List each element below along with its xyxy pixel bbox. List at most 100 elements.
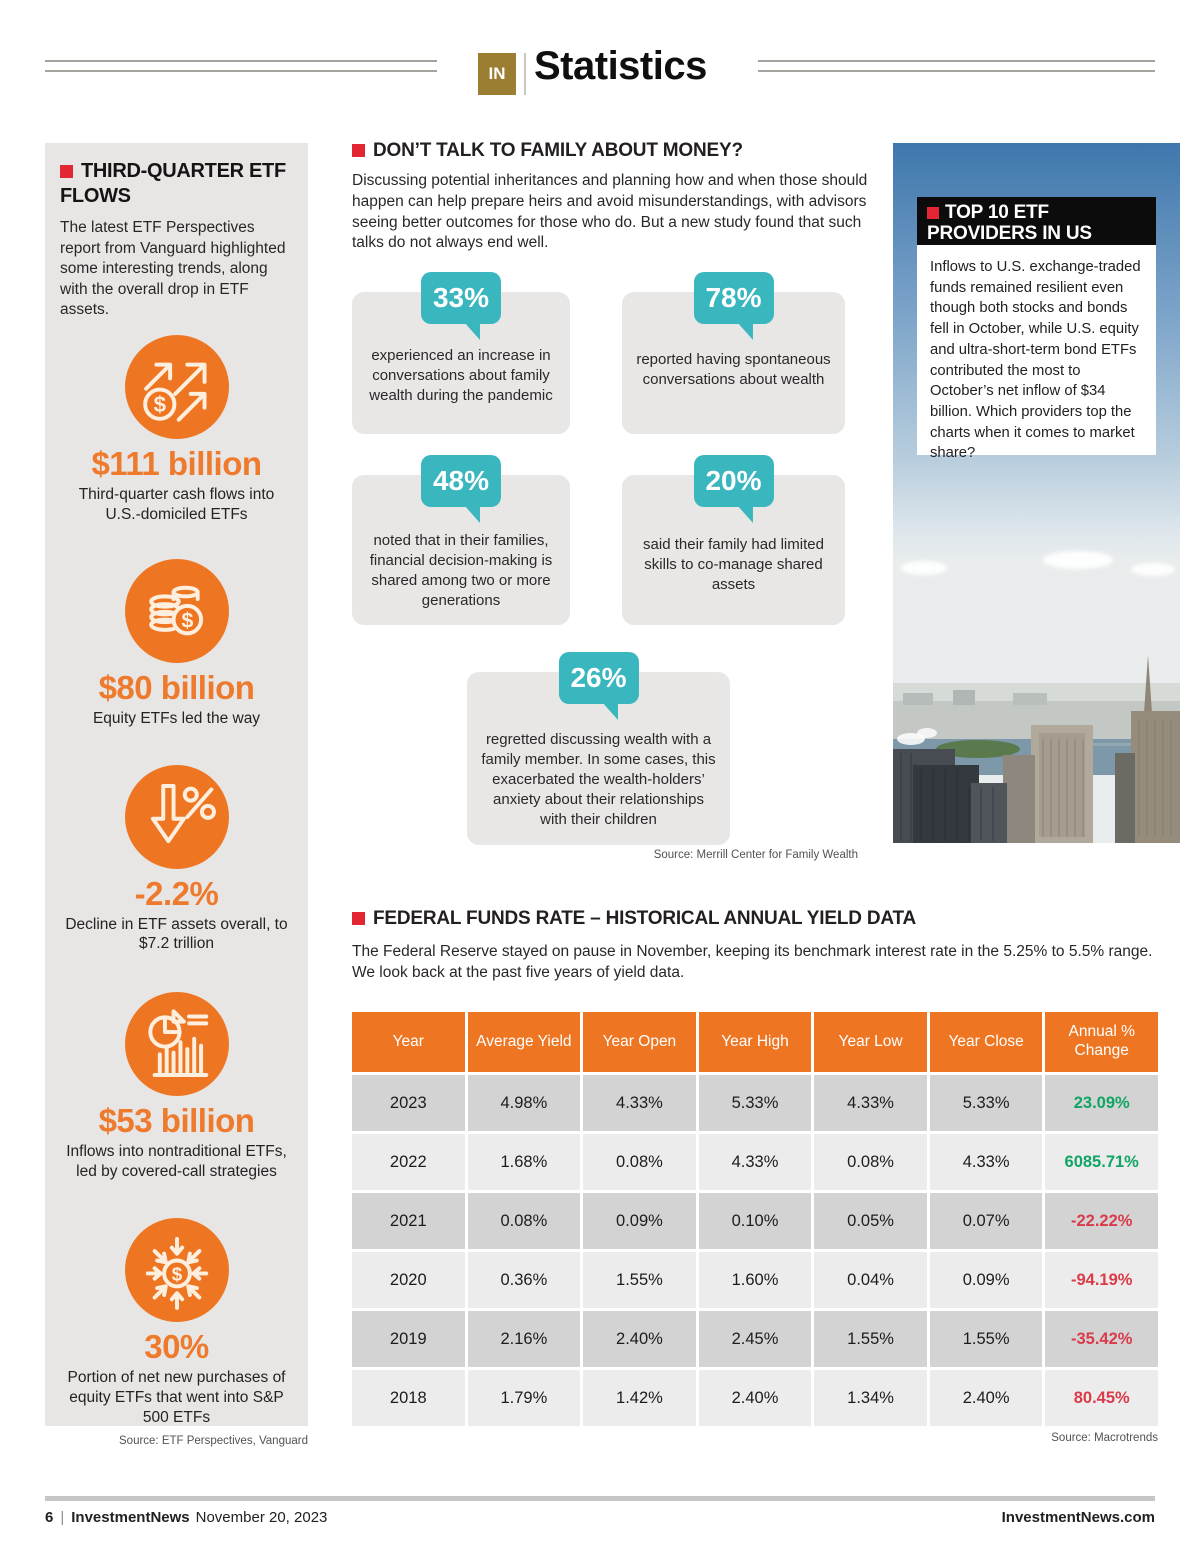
stat-block: $ $111 billion Third-quarter cash flows … <box>60 335 293 525</box>
red-square-icon <box>352 912 365 925</box>
callout-text: noted that in their families, financial … <box>369 532 553 610</box>
speech-bubble: 26% <box>558 652 639 720</box>
yield-table: Year Average Yield Year Open Year High Y… <box>352 1012 1158 1426</box>
stat-block: $53 billion Inflows into nontraditional … <box>60 992 293 1182</box>
stat-value: -2.2% <box>134 874 219 912</box>
table-cell: 4.33% <box>583 1075 696 1131</box>
table-cell: 1.55% <box>814 1311 927 1367</box>
red-square-icon <box>60 165 73 178</box>
speech-bubble: 33% <box>420 272 502 340</box>
red-square-icon <box>352 144 365 157</box>
table-cell: 2.40% <box>583 1311 696 1367</box>
table-cell: 0.36% <box>467 1252 581 1308</box>
family-money-title: DON’T TALK TO FAMILY ABOUT MONEY? <box>352 140 743 162</box>
sidebar-source: Source: ETF Perspectives, Vanguard <box>119 1435 308 1447</box>
top-providers-header: TOP 10 ETF PROVIDERS IN US <box>917 197 1156 252</box>
callout-text: experienced an increase in conversations… <box>369 347 553 405</box>
family-money-intro: Discussing potential inheritances and pl… <box>352 172 868 252</box>
fed-funds-title: FEDERAL FUNDS RATE – HISTORICAL ANNUAL Y… <box>352 908 916 930</box>
badge-divider <box>524 53 526 95</box>
footer-divider <box>45 1496 1155 1501</box>
table-cell: 2021 <box>352 1193 465 1249</box>
stat-caption: Portion of net new purchases of equity E… <box>67 1368 286 1426</box>
table-cell: 1.55% <box>929 1311 1043 1367</box>
callout-text: said their family had limited skills to … <box>643 536 824 594</box>
column-header: Annual % Change <box>1045 1012 1158 1072</box>
cloud <box>1043 551 1113 569</box>
table-cell: 1.42% <box>583 1370 696 1426</box>
fed-funds-intro: The Federal Reserve stayed on pause in N… <box>352 943 1153 981</box>
table-cell: 0.04% <box>814 1252 927 1308</box>
callout-text: reported having spontaneous conversation… <box>636 351 831 389</box>
svg-text:$: $ <box>171 1264 182 1285</box>
red-square-icon <box>927 207 939 219</box>
stat-block: $ 30% Portion of net new purchases of eq… <box>60 1217 293 1427</box>
table-cell: 5.33% <box>929 1075 1043 1131</box>
table-cell: 2.40% <box>698 1370 812 1426</box>
table-cell-annual-change: -94.19% <box>1045 1252 1158 1308</box>
table-cell: 1.68% <box>467 1134 581 1190</box>
stat-caption: Inflows into nontraditional ETFs, led by… <box>66 1143 287 1181</box>
table-cell: 0.10% <box>698 1193 812 1249</box>
stat-caption: Equity ETFs led the way <box>92 709 261 727</box>
table-cell-annual-change: 80.45% <box>1045 1370 1158 1426</box>
stat-block: $ $80 billion Equity ETFs led the way <box>60 558 293 729</box>
website-link[interactable]: InvestmentNews.com <box>1001 1509 1155 1526</box>
pie-bar-chart-icon <box>124 992 229 1097</box>
top-providers-body: Inflows to U.S. exchange-traded funds re… <box>917 245 1156 461</box>
table-cell: 2020 <box>352 1252 465 1308</box>
table-cell: 1.55% <box>583 1252 696 1308</box>
table-cell: 2023 <box>352 1075 465 1131</box>
table-cell: 0.08% <box>583 1134 696 1190</box>
table-cell: 4.33% <box>929 1134 1043 1190</box>
table-cell: 1.60% <box>698 1252 812 1308</box>
stat-value: $53 billion <box>98 1102 255 1140</box>
page-title: Statistics <box>534 44 707 88</box>
decline-percent-icon <box>124 764 229 869</box>
etf-flows-intro: The latest ETF Perspectives report from … <box>60 219 286 319</box>
stat-caption: Decline in ETF assets overall, to $7.2 t… <box>65 915 288 953</box>
footer-left: 6 | InvestmentNews November 20, 2023 <box>45 1509 327 1526</box>
speech-bubble: 20% <box>693 455 774 523</box>
column-header: Year Open <box>583 1012 696 1072</box>
header-rule-right <box>758 60 1155 72</box>
page-number: 6 <box>45 1509 54 1526</box>
stat-block: -2.2% Decline in ETF assets overall, to … <box>60 764 293 955</box>
callout-20pct: 20% said their family had limited skills… <box>622 455 845 625</box>
top-providers-title-line2: PROVIDERS IN US <box>927 223 1092 245</box>
in-logo-badge: IN <box>478 53 516 95</box>
callout-78pct: 78% reported having spontaneous conversa… <box>622 272 845 434</box>
table-cell: 2.40% <box>929 1370 1043 1426</box>
stat-value: $80 billion <box>98 668 255 706</box>
table-cell: 4.98% <box>467 1075 581 1131</box>
table-cell: 4.33% <box>814 1075 927 1131</box>
fed-funds-source: Source: Macrotrends <box>1051 1432 1158 1444</box>
etf-flows-title: THIRD-QUARTER ETF FLOWS <box>60 160 286 207</box>
table-cell: 0.08% <box>814 1134 927 1190</box>
family-money-source: Source: Merrill Center for Family Wealth <box>653 849 858 861</box>
svg-text:$: $ <box>153 392 166 417</box>
etf-flows-panel: THIRD-QUARTER ETF FLOWS The latest ETF P… <box>45 143 308 1426</box>
table-cell: 2019 <box>352 1311 465 1367</box>
callout-33pct: 33% experienced an increase in conversat… <box>352 272 570 434</box>
table-cell-annual-change: 23.09% <box>1045 1075 1158 1131</box>
footer-pipe: | <box>60 1509 65 1526</box>
table-cell: 2018 <box>352 1370 465 1426</box>
speech-bubble: 78% <box>693 272 774 340</box>
top-providers-title-line1: TOP 10 ETF <box>927 202 1146 223</box>
publication-name: InvestmentNews <box>71 1509 190 1526</box>
table-cell: 4.33% <box>698 1134 812 1190</box>
column-header: Average Yield <box>467 1012 581 1072</box>
speech-bubble: 48% <box>420 455 502 523</box>
column-header: Year <box>352 1012 465 1072</box>
stat-caption: Third-quarter cash flows into U.S.-domic… <box>78 486 275 523</box>
callout-26pct: 26% regretted discussing wealth with a f… <box>467 652 730 845</box>
callout-text: regretted discussing wealth with a famil… <box>481 731 716 829</box>
table-cell: 0.05% <box>814 1193 927 1249</box>
svg-text:$: $ <box>181 608 193 632</box>
table-cell: 2.45% <box>698 1311 812 1367</box>
table-cell: 0.09% <box>929 1252 1043 1308</box>
cloud <box>1131 563 1175 576</box>
inflow-arrows-icon: $ <box>124 1217 229 1322</box>
